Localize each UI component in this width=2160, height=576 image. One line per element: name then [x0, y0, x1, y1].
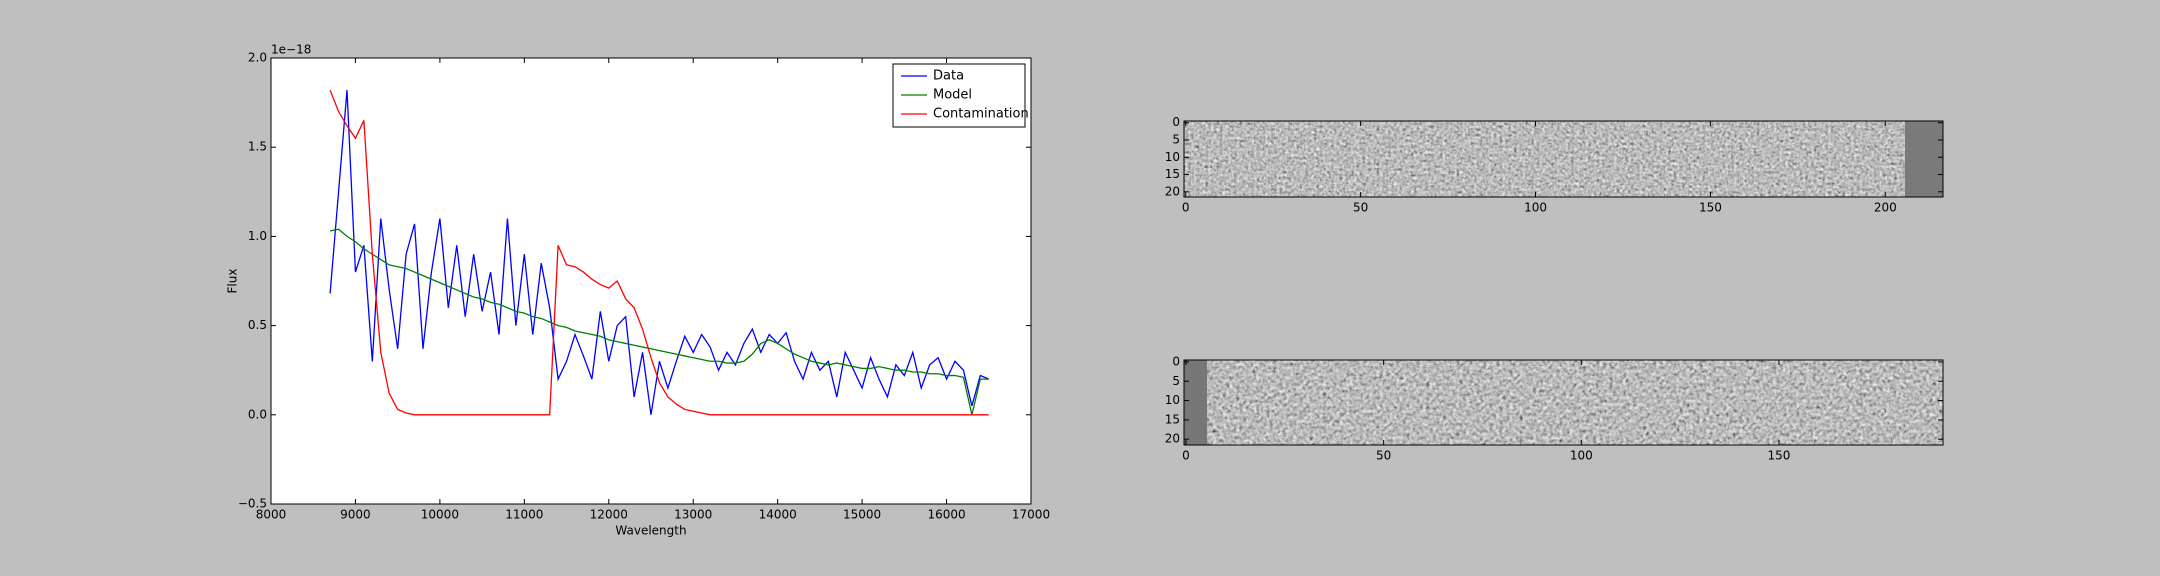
y-tick-label: 0	[1172, 354, 1180, 368]
y-tick-label: 10	[1165, 393, 1180, 407]
plot-area	[271, 58, 1031, 504]
y-tick-label: 2.0	[248, 51, 267, 65]
y-tick-label: 0.5	[248, 318, 267, 332]
axes-frame	[1183, 120, 1944, 198]
y-tick-label: 1.5	[248, 140, 267, 154]
y-tick-label: 20	[1165, 432, 1180, 446]
image-flat-region	[1905, 121, 1943, 197]
x-axis-label: Wavelength	[615, 524, 686, 538]
x-tick-label: 12000	[590, 508, 628, 522]
x-tick-label: 150	[1767, 449, 1790, 463]
x-tick-label: 15000	[843, 508, 881, 522]
x-tick-label: 150	[1699, 201, 1722, 215]
x-tick-label: 8000	[256, 508, 287, 522]
y-tick-label: 0.0	[248, 407, 267, 421]
x-tick-label: 50	[1376, 449, 1391, 463]
x-tick-label: 17000	[1012, 508, 1050, 522]
legend-box	[892, 63, 1026, 128]
legend-label: Model	[933, 88, 972, 103]
image-pixels	[1184, 121, 1943, 197]
y-axis-label: Flux	[226, 269, 240, 294]
x-tick-label: 16000	[927, 508, 965, 522]
y-tick-label: 15	[1165, 412, 1180, 426]
legend-label: Data	[933, 69, 964, 84]
x-tick-label: 13000	[674, 508, 712, 522]
y-tick-label: 20	[1165, 184, 1180, 198]
y-tick-label: 5	[1172, 374, 1180, 388]
x-tick-label: 10000	[421, 508, 459, 522]
x-tick-label: 100	[1570, 449, 1593, 463]
y-tick-label: 10	[1165, 150, 1180, 164]
offset-label: 1e−18	[271, 43, 311, 57]
series-line	[329, 89, 989, 416]
axes-frame	[270, 57, 1032, 505]
image-flat-region	[1184, 360, 1207, 445]
legend-label: Contamination	[933, 107, 1029, 122]
y-tick-label: 15	[1165, 167, 1180, 181]
y-tick-label: 1.0	[248, 229, 267, 243]
series-line	[329, 90, 990, 415]
y-tick-label: 0	[1172, 115, 1180, 129]
axes-frame	[1183, 359, 1944, 446]
x-tick-label: 9000	[340, 508, 371, 522]
y-tick-label: 5	[1172, 133, 1180, 147]
x-tick-label: 50	[1353, 201, 1368, 215]
x-tick-label: 14000	[759, 508, 797, 522]
series-line	[329, 228, 989, 415]
image-pixels	[1184, 360, 1943, 445]
x-tick-label: 100	[1524, 201, 1547, 215]
x-tick-label: 11000	[505, 508, 543, 522]
x-tick-label: 200	[1874, 201, 1897, 215]
x-tick-label: 0	[1182, 449, 1190, 463]
y-tick-label: −0.5	[238, 497, 267, 511]
x-tick-label: 0	[1182, 201, 1190, 215]
